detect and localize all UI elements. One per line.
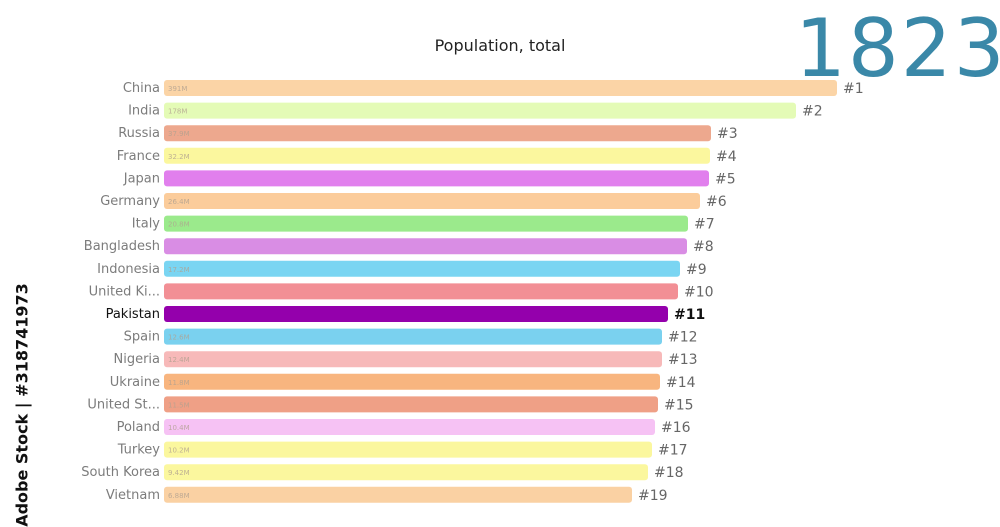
value-label: 10.4M xyxy=(168,424,190,432)
category-label: Ukraine xyxy=(110,375,160,390)
bar xyxy=(164,238,687,255)
category-label: United Ki... xyxy=(89,284,160,299)
value-label: 10.2M xyxy=(168,447,190,455)
category-label: Poland xyxy=(117,420,160,435)
value-label: 12.4M xyxy=(168,356,190,364)
rank-label: #13 xyxy=(668,352,698,368)
category-label: Turkey xyxy=(117,443,161,458)
bar xyxy=(164,464,648,481)
bar xyxy=(164,486,632,503)
bar xyxy=(164,170,709,187)
rank-label: #12 xyxy=(668,330,698,346)
bar xyxy=(164,328,662,345)
rank-label: #19 xyxy=(638,488,668,504)
rank-label: #2 xyxy=(802,104,823,120)
rank-label: #16 xyxy=(661,420,691,436)
rank-label: #8 xyxy=(693,239,714,255)
category-label: Bangladesh xyxy=(84,239,160,254)
rank-label: #10 xyxy=(684,284,714,300)
bar xyxy=(164,193,700,209)
category-label: Spain xyxy=(124,330,160,345)
rank-label: #14 xyxy=(666,375,696,391)
value-label: 9.42M xyxy=(168,469,190,477)
category-label: Vietnam xyxy=(106,488,160,503)
value-label: 11.8M xyxy=(168,379,190,387)
rank-label: #18 xyxy=(654,465,684,481)
value-label: 26.4M xyxy=(168,198,190,206)
rank-label: #1 xyxy=(843,81,864,97)
category-label: Germany xyxy=(100,194,160,209)
bar xyxy=(164,441,652,458)
rank-label: #4 xyxy=(716,149,737,165)
category-label: Russia xyxy=(118,126,160,141)
value-label: 391M xyxy=(168,85,187,93)
bar xyxy=(164,260,680,277)
bar xyxy=(164,306,668,322)
bar xyxy=(164,351,662,368)
value-label: 20.8M xyxy=(168,221,190,229)
bar xyxy=(164,102,796,119)
value-label: 11.5M xyxy=(168,401,190,409)
category-label: Indonesia xyxy=(97,262,160,277)
rank-label: #11 xyxy=(674,307,705,323)
category-label: India xyxy=(128,104,160,119)
category-label: South Korea xyxy=(81,465,160,480)
bar xyxy=(164,396,658,413)
rank-label: #17 xyxy=(658,443,688,459)
rank-label: #9 xyxy=(686,262,707,278)
value-label: 32.2M xyxy=(168,153,190,161)
rank-label: #6 xyxy=(706,194,727,210)
bar xyxy=(164,373,660,390)
rank-label: #15 xyxy=(664,397,694,413)
value-label: 178M xyxy=(168,108,187,116)
value-label: 12.6M xyxy=(168,334,190,342)
bar xyxy=(164,147,710,164)
category-label: United St... xyxy=(87,397,160,412)
bar xyxy=(164,283,678,300)
category-label: Japan xyxy=(123,171,160,186)
category-label: Nigeria xyxy=(113,352,160,367)
rank-label: #7 xyxy=(694,217,715,233)
year-counter: 1823 xyxy=(795,2,1000,95)
bar xyxy=(164,419,655,435)
rank-label: #3 xyxy=(717,126,738,142)
category-label: China xyxy=(123,81,160,96)
category-label: Italy xyxy=(132,217,161,232)
category-label: France xyxy=(117,149,160,164)
value-label: 17.2M xyxy=(168,266,190,274)
value-label: 6.88M xyxy=(168,492,190,500)
bar xyxy=(164,215,688,232)
value-label: 37.9M xyxy=(168,130,190,138)
category-label: Pakistan xyxy=(106,307,160,322)
bar xyxy=(164,125,711,142)
rank-label: #5 xyxy=(715,171,736,187)
chart-title: Population, total xyxy=(434,36,566,55)
bar xyxy=(164,80,837,96)
